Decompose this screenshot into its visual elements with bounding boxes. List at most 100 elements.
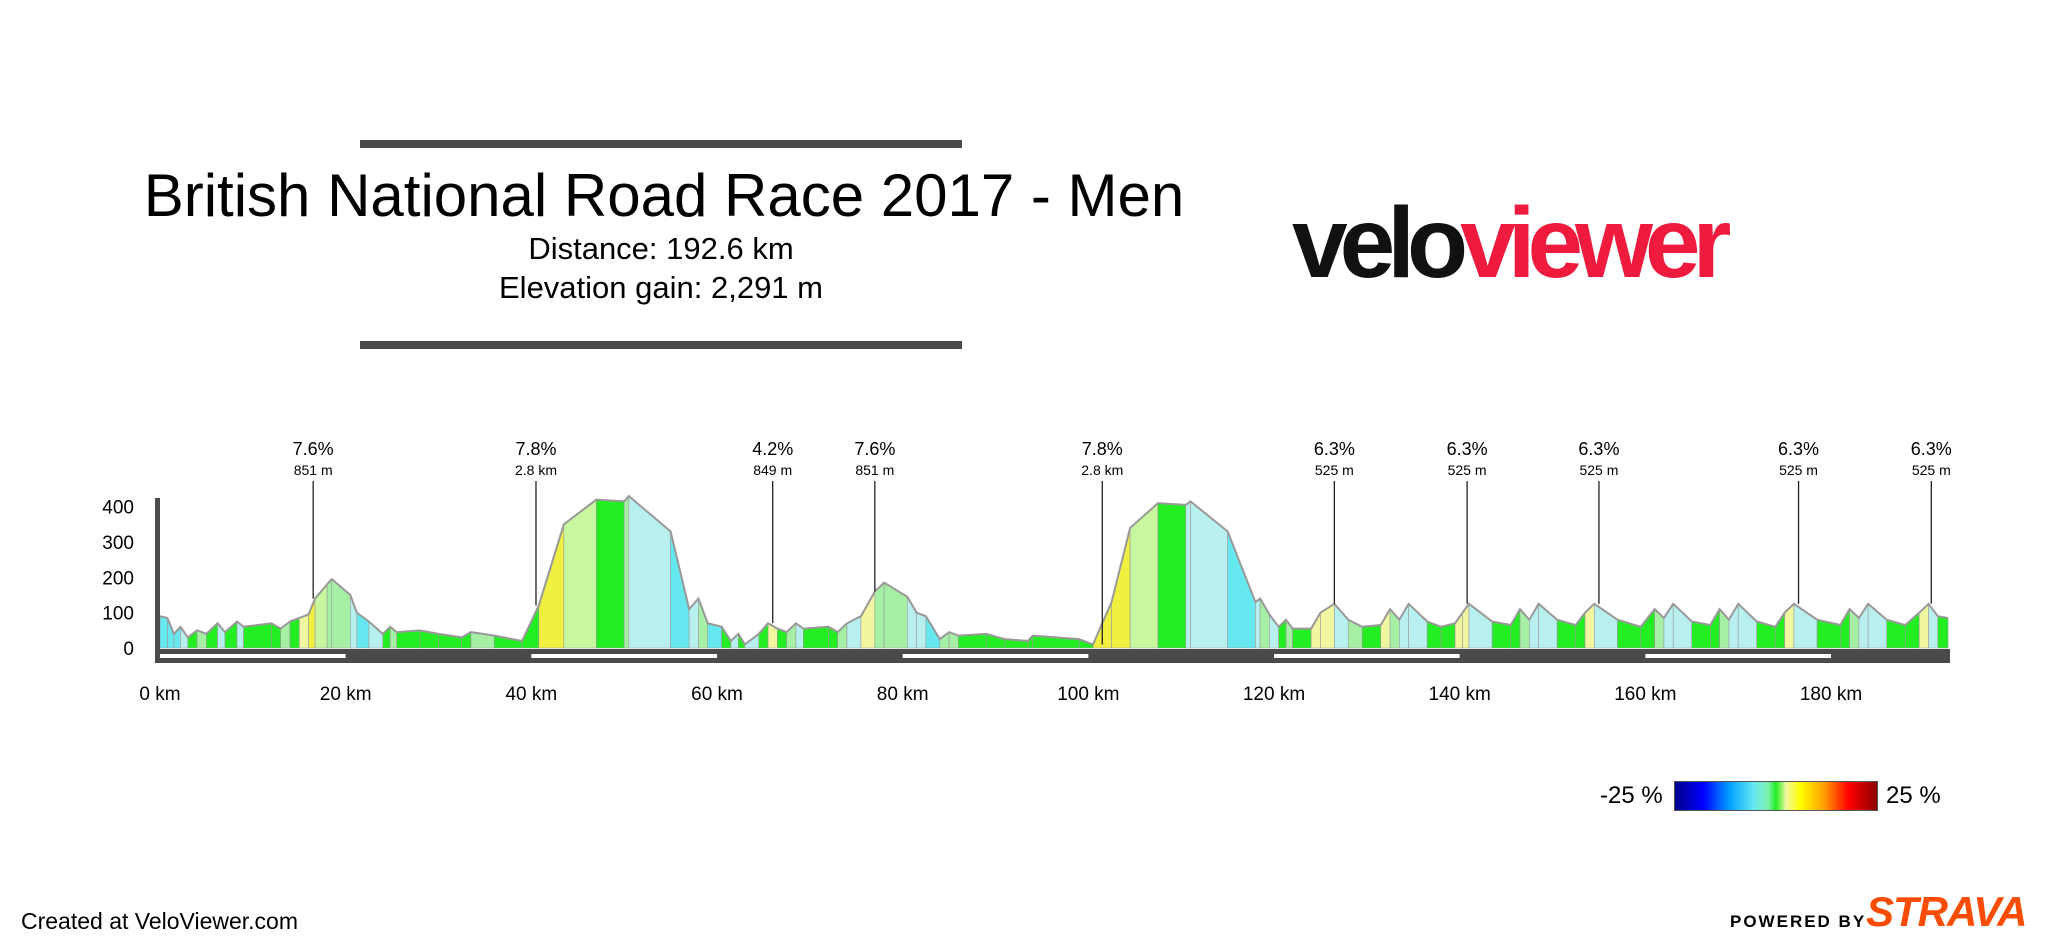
climb-grade-label: 7.8% [515, 439, 556, 459]
distance-scale-stripe [902, 654, 1089, 658]
profile-segment [698, 598, 709, 649]
profile-segment [1255, 597, 1261, 649]
profile-segment [803, 626, 829, 649]
distance-scale-stripe [160, 654, 346, 658]
profile-segment [1310, 611, 1321, 649]
profile-segment [1710, 608, 1720, 649]
x-tick-label: 160 km [1614, 684, 1676, 705]
title-rule-bottom [360, 341, 962, 349]
profile-segment [623, 495, 630, 649]
profile-segment [1538, 603, 1558, 649]
climb-grade-label: 6.3% [1911, 439, 1952, 459]
profile-segment [1640, 608, 1655, 649]
profile-line [159, 494, 1949, 646]
profile-segment [159, 615, 168, 649]
climb-length-label: 525 m [1779, 462, 1818, 478]
profile-segment [298, 613, 309, 649]
profile-segment [688, 597, 699, 649]
profile-segment [1380, 608, 1391, 649]
profile-segment [628, 495, 671, 649]
profile-segment [1654, 608, 1665, 649]
profile-segment [596, 499, 625, 649]
profile-segment [314, 583, 328, 649]
climb-grade-label: 6.3% [1447, 439, 1488, 459]
profile-segment [1593, 603, 1618, 649]
distance-scale-stripe [1645, 654, 1832, 658]
profile-segment [1672, 603, 1693, 649]
title-rule-top [360, 140, 962, 148]
logo-text-velo: velo [1292, 187, 1468, 299]
strava-logo: STRAVA [1866, 888, 2027, 935]
profile-segment [758, 622, 769, 649]
x-tick-label: 120 km [1243, 684, 1305, 705]
profile-segment [1867, 603, 1888, 649]
profile-segment [1737, 603, 1758, 649]
profile-segment [1468, 603, 1493, 649]
x-tick-label: 20 km [320, 684, 372, 705]
profile-segment [1937, 615, 1949, 649]
profile-segment [860, 590, 876, 649]
route-title: British National Road Race 2017 - Men [143, 162, 1185, 229]
x-tick-label: 180 km [1800, 684, 1862, 705]
logo-text-viewer: viewer [1460, 187, 1731, 299]
legend-max-label: 25 % [1886, 782, 1941, 809]
climb-grade-label: 6.3% [1314, 439, 1355, 459]
y-tick-label: 400 [102, 498, 134, 519]
climb-length-label: 851 m [855, 462, 894, 478]
profile-segment [396, 630, 421, 649]
climb-grade-label: 6.3% [1578, 439, 1619, 459]
powered-by-label: POWERED BY [1730, 912, 1867, 931]
climb-grade-label: 7.6% [293, 439, 334, 459]
profile-segment [1185, 500, 1191, 649]
profile-segment [1793, 603, 1818, 649]
profile-segment [538, 524, 565, 649]
climb-grade-label: 4.2% [752, 439, 793, 459]
x-tick-label: 80 km [877, 684, 929, 705]
profile-segment [206, 622, 218, 649]
x-tick-label: 0 km [139, 684, 180, 705]
climb-length-label: 851 m [294, 462, 333, 478]
veloviewer-logo: veloviewer [1292, 187, 1731, 299]
profile-segment [331, 578, 351, 649]
y-tick-label: 200 [102, 568, 134, 589]
profile-segment [1190, 500, 1228, 649]
profile-segment [1157, 502, 1187, 649]
gradient-legend-bar [1674, 781, 1878, 811]
x-tick-label: 40 km [505, 684, 557, 705]
climb-grade-label: 6.3% [1778, 439, 1819, 459]
climb-length-label: 2.8 km [1081, 462, 1123, 478]
x-tick-label: 140 km [1429, 684, 1491, 705]
y-tick-label: 0 [123, 639, 134, 660]
elevation-profile-chart: 7.6% 851 m 7.8% 2.8 km 4.2% 849 m 7.6% 851 m 7.8… [102, 439, 1952, 705]
profile-segment [670, 531, 690, 649]
climb-length-label: 849 m [753, 462, 792, 478]
climb-length-label: 525 m [1448, 462, 1487, 478]
profile-segment [326, 578, 333, 649]
profile-segment [846, 615, 862, 649]
profile-segment [289, 617, 300, 649]
climb-grade-label: 7.8% [1082, 439, 1123, 459]
profile-segment [368, 620, 384, 649]
distance-label: Distance: 192.6 km [528, 231, 794, 266]
distance-scale-stripe [531, 654, 718, 658]
x-tick-label: 100 km [1057, 684, 1119, 705]
x-tick-label: 60 km [691, 684, 743, 705]
profile-segment [1408, 603, 1428, 649]
climb-grade-label: 7.6% [854, 439, 895, 459]
climb-length-label: 525 m [1912, 462, 1951, 478]
elevation-gain-label: Elevation gain: 2,291 m [499, 270, 823, 305]
climb-length-label: 525 m [1315, 462, 1354, 478]
profile-segment [883, 582, 908, 649]
profile-segment [1292, 628, 1312, 649]
distance-scale-stripe [1274, 654, 1460, 658]
profile-segment [1510, 608, 1521, 649]
y-axis-line [155, 498, 160, 650]
profile-segment [1849, 608, 1860, 649]
legend-min-label: -25 % [1600, 782, 1663, 809]
climb-length-label: 2.8 km [515, 462, 557, 478]
profile-segment [874, 581, 885, 649]
y-tick-label: 100 [102, 604, 134, 625]
y-tick-label: 300 [102, 533, 134, 554]
profile-segment [1361, 624, 1382, 649]
profile-segment [916, 612, 927, 649]
